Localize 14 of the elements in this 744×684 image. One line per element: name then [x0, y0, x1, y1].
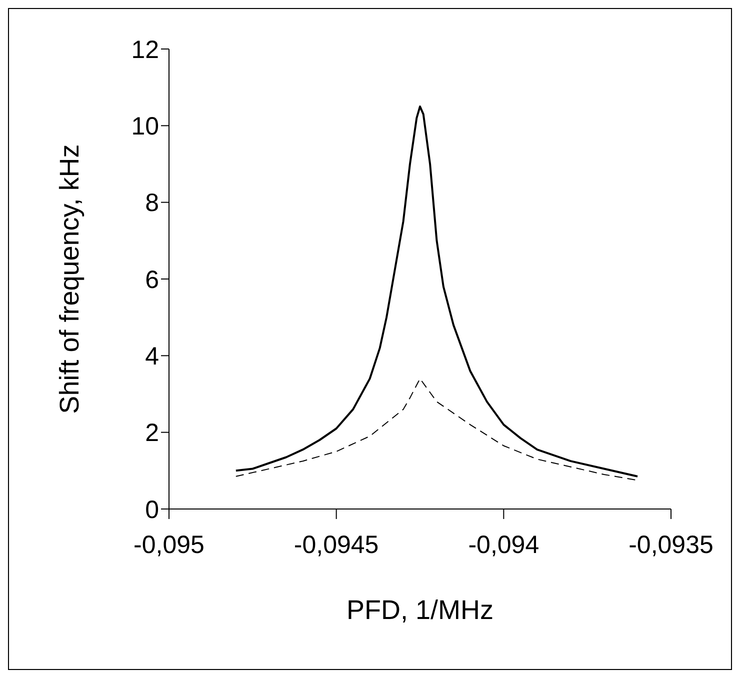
y-tick-label: 2 [145, 419, 159, 448]
x-tick-label: -0,0935 [628, 530, 714, 559]
y-tick-label: 6 [145, 266, 159, 294]
y-tick-label: 4 [145, 342, 160, 371]
x-tick-label: -0,0945 [294, 530, 379, 559]
x-tick-label: -0,095 [134, 530, 204, 559]
y-tick-label: 0 [145, 496, 159, 524]
x-axis-title: PFD, 1/MHz [346, 595, 494, 625]
x-tick-label: -0,094 [468, 530, 540, 559]
line-series [234, 106, 639, 478]
y-tick-label: 12 [131, 36, 159, 64]
y-tick-label: 10 [131, 112, 159, 141]
y-tick-label: 8 [145, 189, 159, 218]
y-axis-title: Shift of frequency, kHz [54, 144, 85, 414]
